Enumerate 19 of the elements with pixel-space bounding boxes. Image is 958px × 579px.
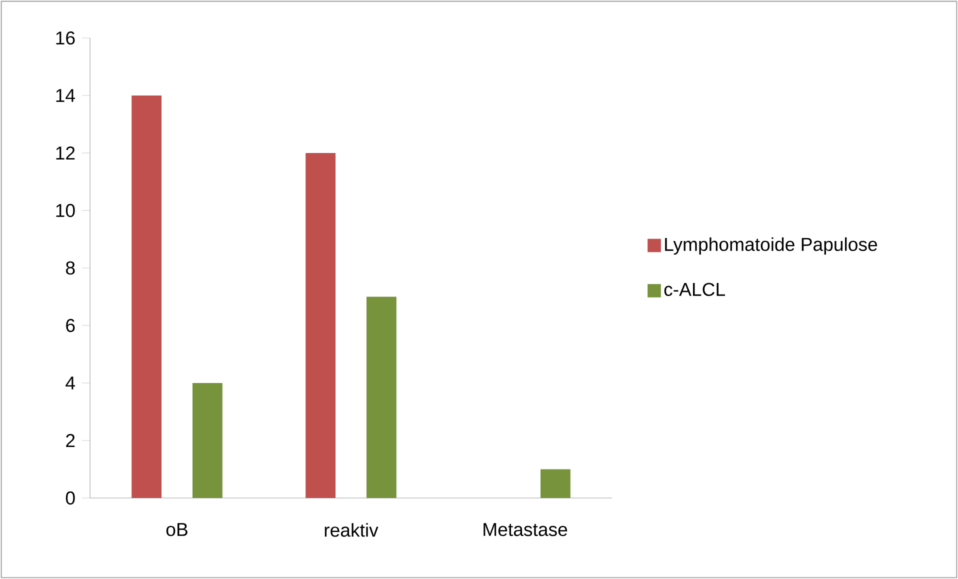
y-tick-label: 16	[56, 31, 75, 45]
bar	[540, 469, 570, 498]
bar	[132, 95, 162, 498]
x-tick-label: reaktiv	[324, 523, 378, 537]
y-tick-label: 0	[66, 491, 75, 505]
y-tick-label: 12	[56, 146, 75, 160]
y-tick-label: 8	[66, 261, 75, 275]
y-tick-label: 2	[66, 434, 75, 447]
legend-label: c-ALCL	[664, 282, 725, 296]
bar	[306, 152, 336, 498]
y-tick-label: 6	[66, 318, 75, 332]
x-tick-label: Metastase	[484, 523, 568, 536]
bar	[366, 296, 396, 498]
y-tick-label: 14	[56, 89, 75, 102]
bar	[192, 382, 222, 498]
y-tick-label: 4	[66, 376, 75, 390]
legend-label: Lymphomatoide Papulose	[665, 237, 878, 255]
x-tick-label: oB	[166, 523, 188, 536]
y-tick-label: 10	[56, 204, 75, 218]
